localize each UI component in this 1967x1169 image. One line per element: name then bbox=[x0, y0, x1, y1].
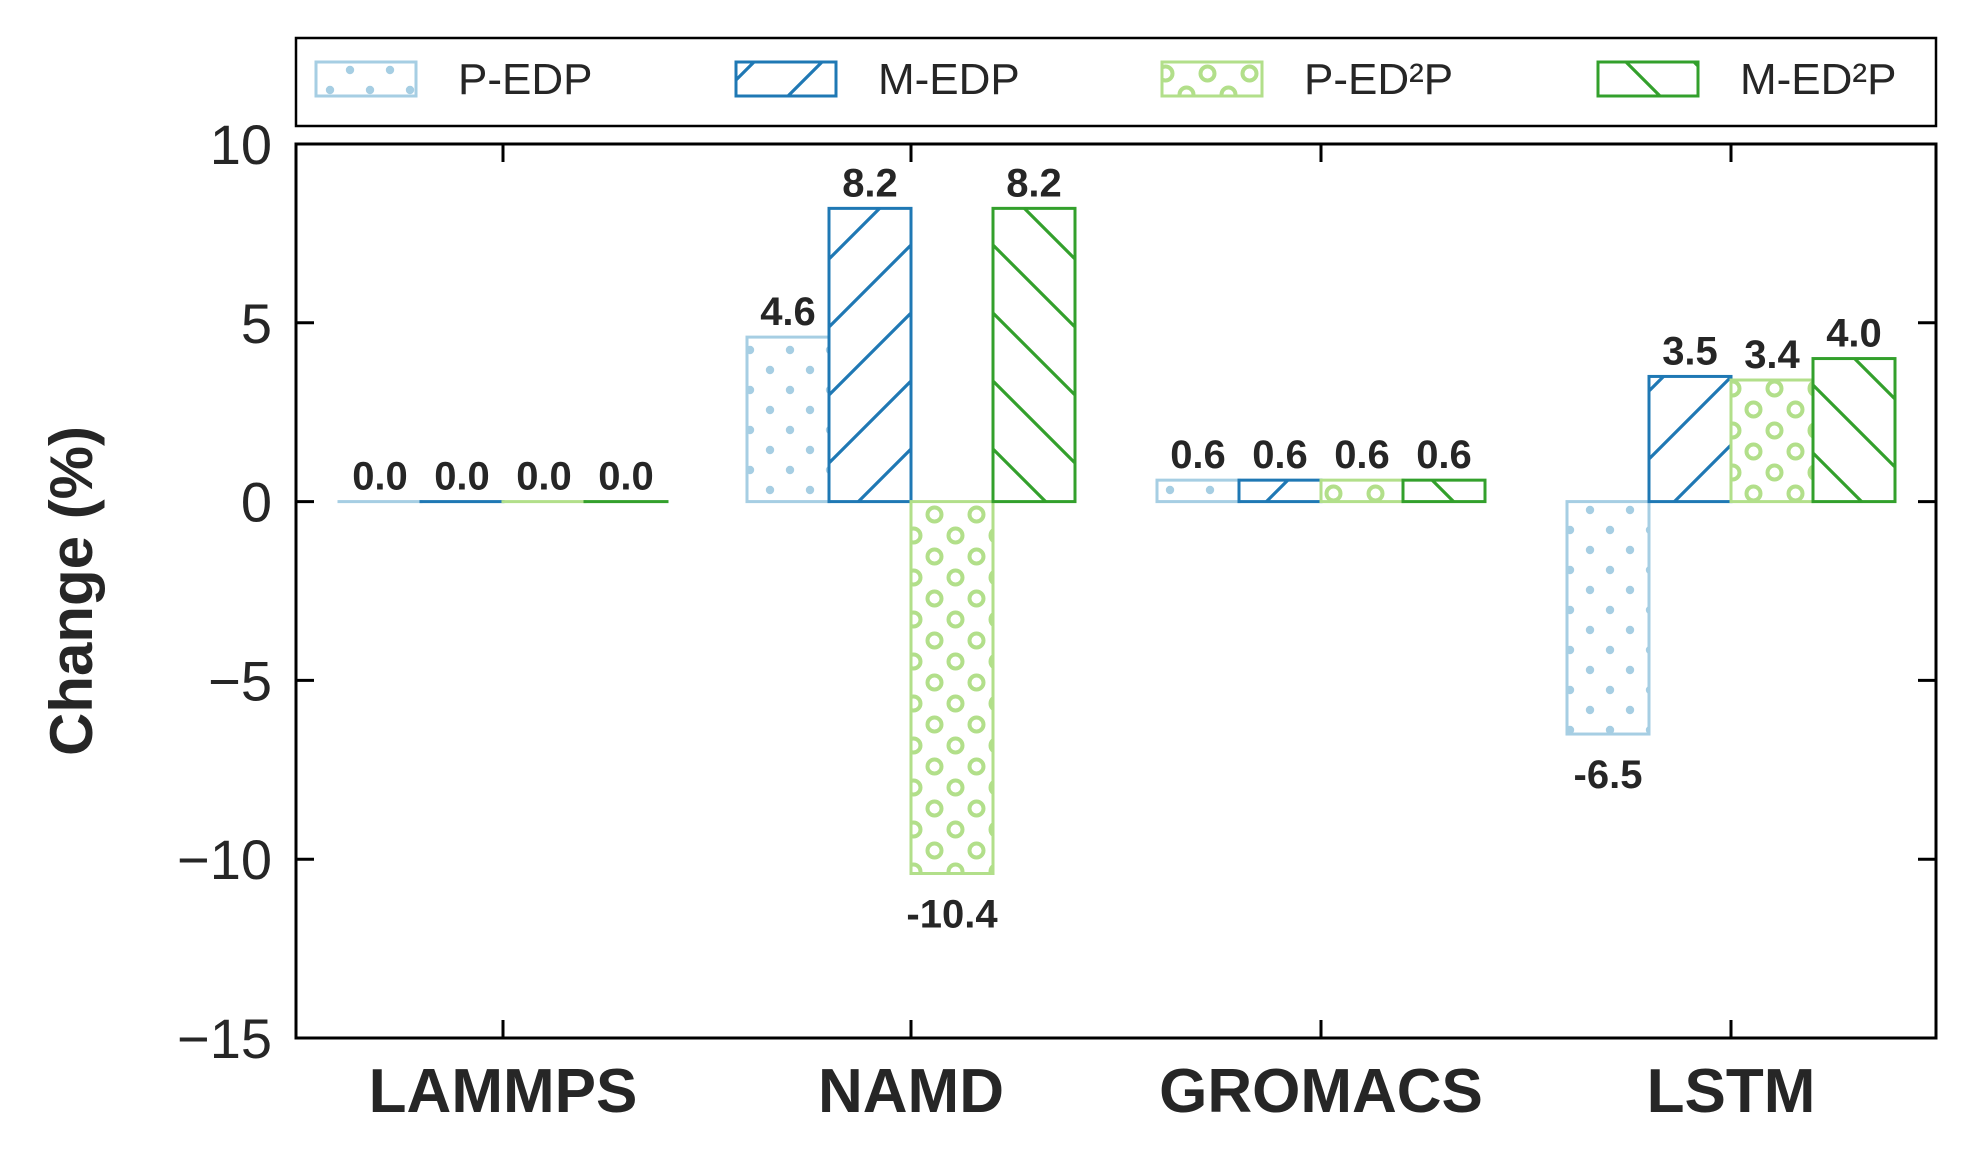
value-label-lammps-0: 0.0 bbox=[352, 455, 408, 499]
category-label-namd: NAMD bbox=[818, 1057, 1004, 1126]
legend-swatch-1 bbox=[736, 62, 836, 96]
legend-label-2: P-ED²P bbox=[1304, 55, 1453, 104]
y-tick-label: −15 bbox=[177, 1007, 272, 1070]
bar-gromacs-1 bbox=[1239, 480, 1321, 501]
bar-lstm-3 bbox=[1813, 359, 1895, 502]
value-label-gromacs-0: 0.6 bbox=[1170, 433, 1226, 477]
value-labels: 0.0 0.0 0.0 0.0 4.6 8.2 -10.4 8.2 0.6 0.6 0.6 0.6 -6… bbox=[352, 161, 1882, 936]
value-label-lstm-3: 4.0 bbox=[1826, 312, 1882, 356]
bar-namd-2 bbox=[911, 502, 993, 874]
value-label-lstm-2: 3.4 bbox=[1744, 333, 1800, 377]
value-label-namd-1: 8.2 bbox=[842, 161, 898, 205]
category-label-lammps: LAMMPS bbox=[369, 1057, 638, 1126]
axis-ticks bbox=[296, 144, 1936, 1038]
y-tick-label: −10 bbox=[177, 828, 272, 891]
legend-swatch-3 bbox=[1598, 62, 1698, 96]
bar-gromacs-2 bbox=[1321, 480, 1403, 501]
y-tick-labels: 10 5 0 −5 −10 −15 bbox=[177, 113, 272, 1070]
y-tick-label: 10 bbox=[210, 113, 272, 176]
value-label-lammps-2: 0.0 bbox=[516, 455, 572, 499]
value-label-namd-3: 8.2 bbox=[1006, 161, 1062, 205]
bar-gromacs-3 bbox=[1403, 480, 1485, 501]
legend-label-1: M-EDP bbox=[878, 55, 1020, 104]
value-label-lammps-3: 0.0 bbox=[598, 455, 654, 499]
value-label-lstm-0: -6.5 bbox=[1574, 753, 1643, 797]
value-label-namd-2: -10.4 bbox=[906, 893, 998, 937]
bar-gromacs-0 bbox=[1157, 480, 1239, 501]
legend-swatch-0 bbox=[316, 62, 416, 96]
legend-swatch-2 bbox=[1162, 62, 1262, 96]
category-label-gromacs: GROMACS bbox=[1159, 1057, 1483, 1126]
y-axis-label: Change (%) bbox=[38, 426, 105, 756]
legend-label-3: M-ED²P bbox=[1740, 55, 1896, 104]
value-label-gromacs-2: 0.6 bbox=[1334, 433, 1390, 477]
plot-frame bbox=[296, 144, 1936, 1038]
value-label-lammps-1: 0.0 bbox=[434, 455, 490, 499]
value-label-lstm-1: 3.5 bbox=[1662, 329, 1718, 373]
y-tick-label: −5 bbox=[208, 649, 272, 712]
value-label-gromacs-3: 0.6 bbox=[1416, 433, 1472, 477]
x-tick-labels: LAMMPS NAMD GROMACS LSTM bbox=[369, 1057, 1816, 1126]
bar-namd-0 bbox=[747, 337, 829, 501]
category-label-lstm: LSTM bbox=[1647, 1057, 1816, 1126]
bar-lstm-0 bbox=[1567, 502, 1649, 734]
bar-lstm-2 bbox=[1731, 380, 1813, 502]
y-tick-label: 5 bbox=[241, 292, 272, 355]
bar-lstm-1 bbox=[1649, 376, 1731, 501]
legend-label-0: P-EDP bbox=[458, 55, 592, 104]
bar-namd-3 bbox=[993, 208, 1075, 501]
legend: P-EDP M-EDP P-ED²P M-ED²P bbox=[296, 38, 1936, 126]
y-tick-label: 0 bbox=[241, 471, 272, 534]
value-label-gromacs-1: 0.6 bbox=[1252, 433, 1308, 477]
bars bbox=[339, 208, 1895, 873]
value-label-namd-0: 4.6 bbox=[760, 290, 816, 334]
bar-namd-1 bbox=[829, 208, 911, 501]
